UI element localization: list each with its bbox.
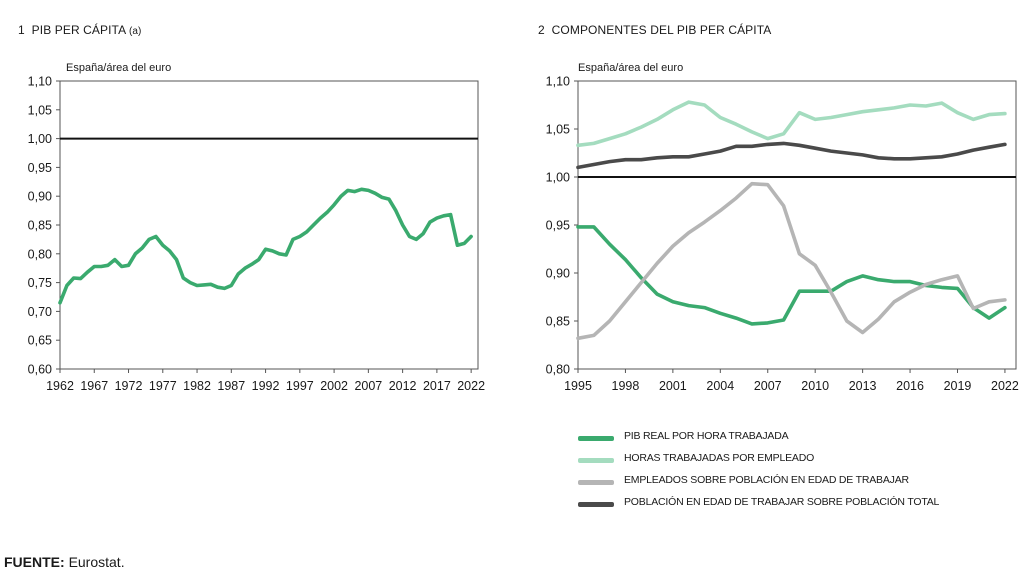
chart2-y-tick-label: 0,90 (546, 267, 570, 281)
chart2-x-tick-label: 1995 (564, 379, 592, 393)
chart1-x-tick-label: 1982 (183, 379, 211, 393)
legend-label: EMPLEADOS SOBRE POBLACIÓN EN EDAD DE TRA… (624, 474, 909, 486)
chart2-x-tick-label: 2019 (944, 379, 972, 393)
chart2-x-tick-label: 2022 (991, 379, 1019, 393)
chart2-y-tick-label: 1,05 (546, 123, 570, 137)
chart1-x-tick-label: 2002 (320, 379, 348, 393)
chart2-y-tick-label: 0,80 (546, 363, 570, 377)
chart2-x-tick-label: 2004 (706, 379, 734, 393)
chart2-x-tick-label: 2001 (659, 379, 687, 393)
chart2-y-tick-label: 0,85 (546, 315, 570, 329)
chart2-y-tick-label: 1,10 (546, 75, 570, 89)
chart1-x-tick-label: 2012 (389, 379, 417, 393)
chart2-number: 2 (538, 23, 545, 37)
chart2-title: 2 COMPONENTES DEL PIB PER CÁPITA (538, 23, 771, 37)
chart2-x-tick-label: 2013 (849, 379, 877, 393)
chart1-y-tick-label: 1,00 (28, 132, 52, 146)
chart2-y-tick-label: 1,00 (546, 171, 570, 185)
chart1-y-tick-label: 0,85 (28, 219, 52, 233)
chart1-y-tick-label: 0,60 (28, 363, 52, 377)
chart1-y-tick-label: 0,75 (28, 276, 52, 290)
chart2-x-tick-label: 2010 (801, 379, 829, 393)
chart1-x-tick-label: 1967 (80, 379, 108, 393)
chart1-y-tick-label: 0,95 (28, 161, 52, 175)
chart2-series-line-2 (576, 181, 1007, 341)
chart1-x-tick-label: 1987 (217, 379, 245, 393)
chart1-x-tick-label: 1992 (252, 379, 280, 393)
chart2-series-line-3 (576, 141, 1007, 170)
chart1-x-tick-label: 1997 (286, 379, 314, 393)
chart1-x-tick-label: 1977 (149, 379, 177, 393)
chart2-x-tick-label: 2016 (896, 379, 924, 393)
chart2-series-line-1 (576, 100, 1007, 148)
source-text: Eurostat. (68, 554, 125, 570)
chart1-y-tick-label: 1,10 (28, 75, 52, 89)
chart1-x-tick-label: 2007 (354, 379, 382, 393)
chart1-y-tick-label: 0,65 (28, 334, 52, 348)
chart2-x-tick-label: 2007 (754, 379, 782, 393)
chart2-ylabel: España/área del euro (578, 62, 684, 74)
chart2-y-tick-label: 0,95 (546, 219, 570, 233)
chart1-ylabel: España/área del euro (66, 62, 172, 74)
chart1-x-tick-label: 2022 (457, 379, 485, 393)
chart1-y-tick-label: 0,80 (28, 247, 52, 261)
chart2-x-tick-label: 1998 (612, 379, 640, 393)
chart1-x-tick-label: 1972 (115, 379, 143, 393)
source-label: FUENTE: (4, 554, 65, 570)
chart1-x-tick-label: 2017 (423, 379, 451, 393)
chart2-title-text: COMPONENTES DEL PIB PER CÁPITA (551, 23, 772, 37)
chart2-series-line-0 (576, 225, 1007, 326)
legend-swatch (578, 502, 614, 507)
legend-swatch (578, 436, 614, 441)
chart1-y-tick-label: 1,05 (28, 103, 52, 117)
legend-label: HORAS TRABAJADAS POR EMPLEADO (624, 452, 815, 464)
source-note: FUENTE: Eurostat. (4, 554, 125, 570)
chart1-number: 1 (18, 23, 25, 37)
legend-swatch (578, 458, 614, 463)
chart1-title-suffix: (a) (128, 26, 142, 37)
chart1-series-line-0 (58, 187, 473, 305)
legend-swatch (578, 480, 614, 485)
chart1-title: 1 PIB PER CÁPITA (a) (18, 23, 142, 37)
chart1-x-tick-label: 1962 (46, 379, 74, 393)
chart1-y-tick-label: 0,70 (28, 305, 52, 319)
legend-label: POBLACIÓN EN EDAD DE TRABAJAR SOBRE POBL… (624, 496, 940, 508)
legend-label: PIB REAL POR HORA TRABAJADA (624, 430, 789, 442)
chart1-title-text: PIB PER CÁPITA (31, 23, 126, 37)
chart1-y-tick-label: 0,90 (28, 190, 52, 204)
